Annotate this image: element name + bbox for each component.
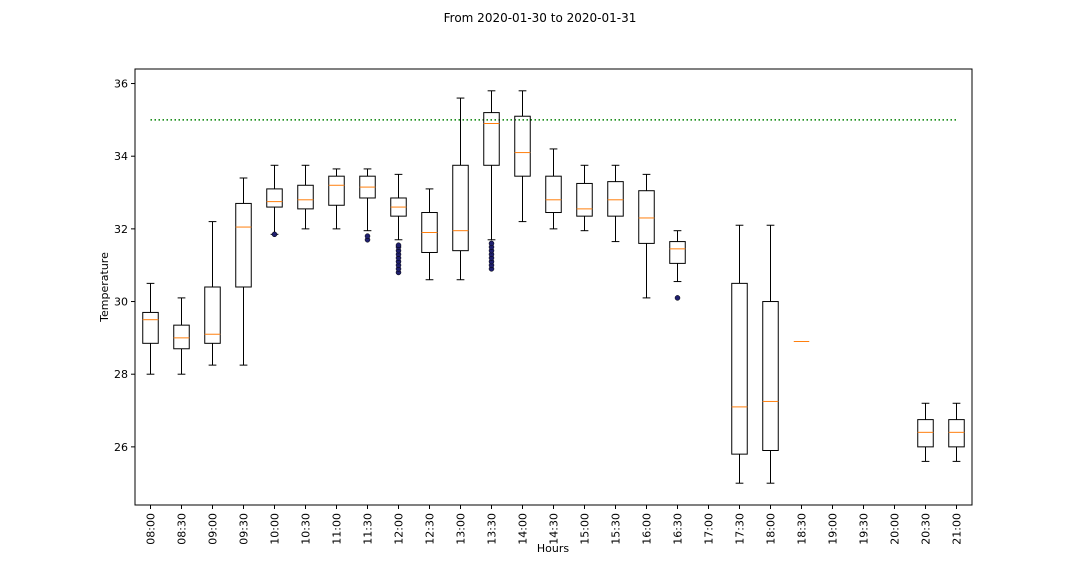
x-tick-label: 12:30 — [424, 513, 437, 545]
x-tick-label: 20:30 — [920, 513, 933, 545]
box-outlier — [674, 295, 681, 301]
box-body — [483, 112, 500, 166]
x-tick-label: 20:00 — [889, 513, 902, 545]
box-body — [452, 164, 469, 252]
y-tick-label: 32 — [114, 223, 128, 236]
x-tick-label: 09:30 — [238, 513, 251, 545]
x-tick-label: 08:00 — [145, 513, 158, 545]
y-tick-label: 26 — [114, 441, 128, 454]
box-body — [142, 311, 159, 344]
box-body — [328, 175, 345, 206]
box-body — [948, 419, 965, 448]
box-body — [297, 184, 314, 210]
x-tick-label: 19:00 — [827, 513, 840, 545]
x-tick-label: 10:30 — [300, 513, 313, 545]
x-tick-label: 15:30 — [610, 513, 623, 545]
box-outlier — [488, 240, 495, 247]
x-tick-label: 12:00 — [393, 513, 406, 545]
x-tick-label: 18:00 — [765, 513, 778, 545]
x-tick-label: 21:00 — [951, 513, 964, 545]
x-tick-label: 17:00 — [703, 513, 716, 545]
box-body — [204, 286, 221, 344]
x-axis-label: Hours — [537, 542, 569, 555]
y-axis-label: Temperature — [98, 252, 111, 323]
box-body — [638, 190, 655, 244]
box-body — [607, 181, 624, 217]
chart-title: From 2020-01-30 to 2020-01-31 — [444, 11, 637, 25]
box-body — [173, 324, 190, 350]
y-tick-label: 30 — [114, 296, 128, 309]
x-tick-label: 11:30 — [362, 513, 375, 545]
x-tick-label: 13:00 — [455, 513, 468, 545]
x-tick-label: 11:00 — [331, 513, 344, 545]
x-tick-label: 15:00 — [579, 513, 592, 545]
box-body — [762, 301, 779, 451]
x-tick-label: 18:30 — [796, 513, 809, 545]
x-tick-label: 13:30 — [486, 513, 499, 545]
plot-frame — [134, 68, 973, 506]
x-tick-label: 17:30 — [734, 513, 747, 545]
box-body — [514, 115, 531, 177]
box-outlier — [395, 242, 402, 248]
box-body — [731, 282, 748, 455]
y-tick-label: 34 — [114, 150, 128, 163]
x-tick-label: 10:00 — [269, 513, 282, 545]
box-outlier — [271, 231, 278, 238]
box-body — [235, 202, 252, 288]
y-tick-label: 28 — [114, 368, 128, 381]
box-body — [266, 188, 283, 208]
box-body — [917, 419, 934, 448]
plot-area: 26 28 30 32 34 36 08:00 08:30 09:00 09:30 10:00 10:… — [114, 68, 973, 545]
x-tick-label: 16:00 — [641, 513, 654, 545]
x-tick-label: 14:00 — [517, 513, 530, 545]
x-tick-label: 08:30 — [176, 513, 189, 545]
box-outlier — [364, 233, 371, 239]
x-tick-label: 16:30 — [672, 513, 685, 545]
x-tick-label: 09:00 — [207, 513, 220, 545]
box-body — [545, 175, 562, 214]
box-body — [669, 241, 686, 264]
x-tick-label: 19:30 — [858, 513, 871, 545]
y-tick-label: 36 — [114, 78, 128, 91]
box-body — [576, 182, 593, 217]
x-tick-label: 14:30 — [548, 513, 561, 545]
